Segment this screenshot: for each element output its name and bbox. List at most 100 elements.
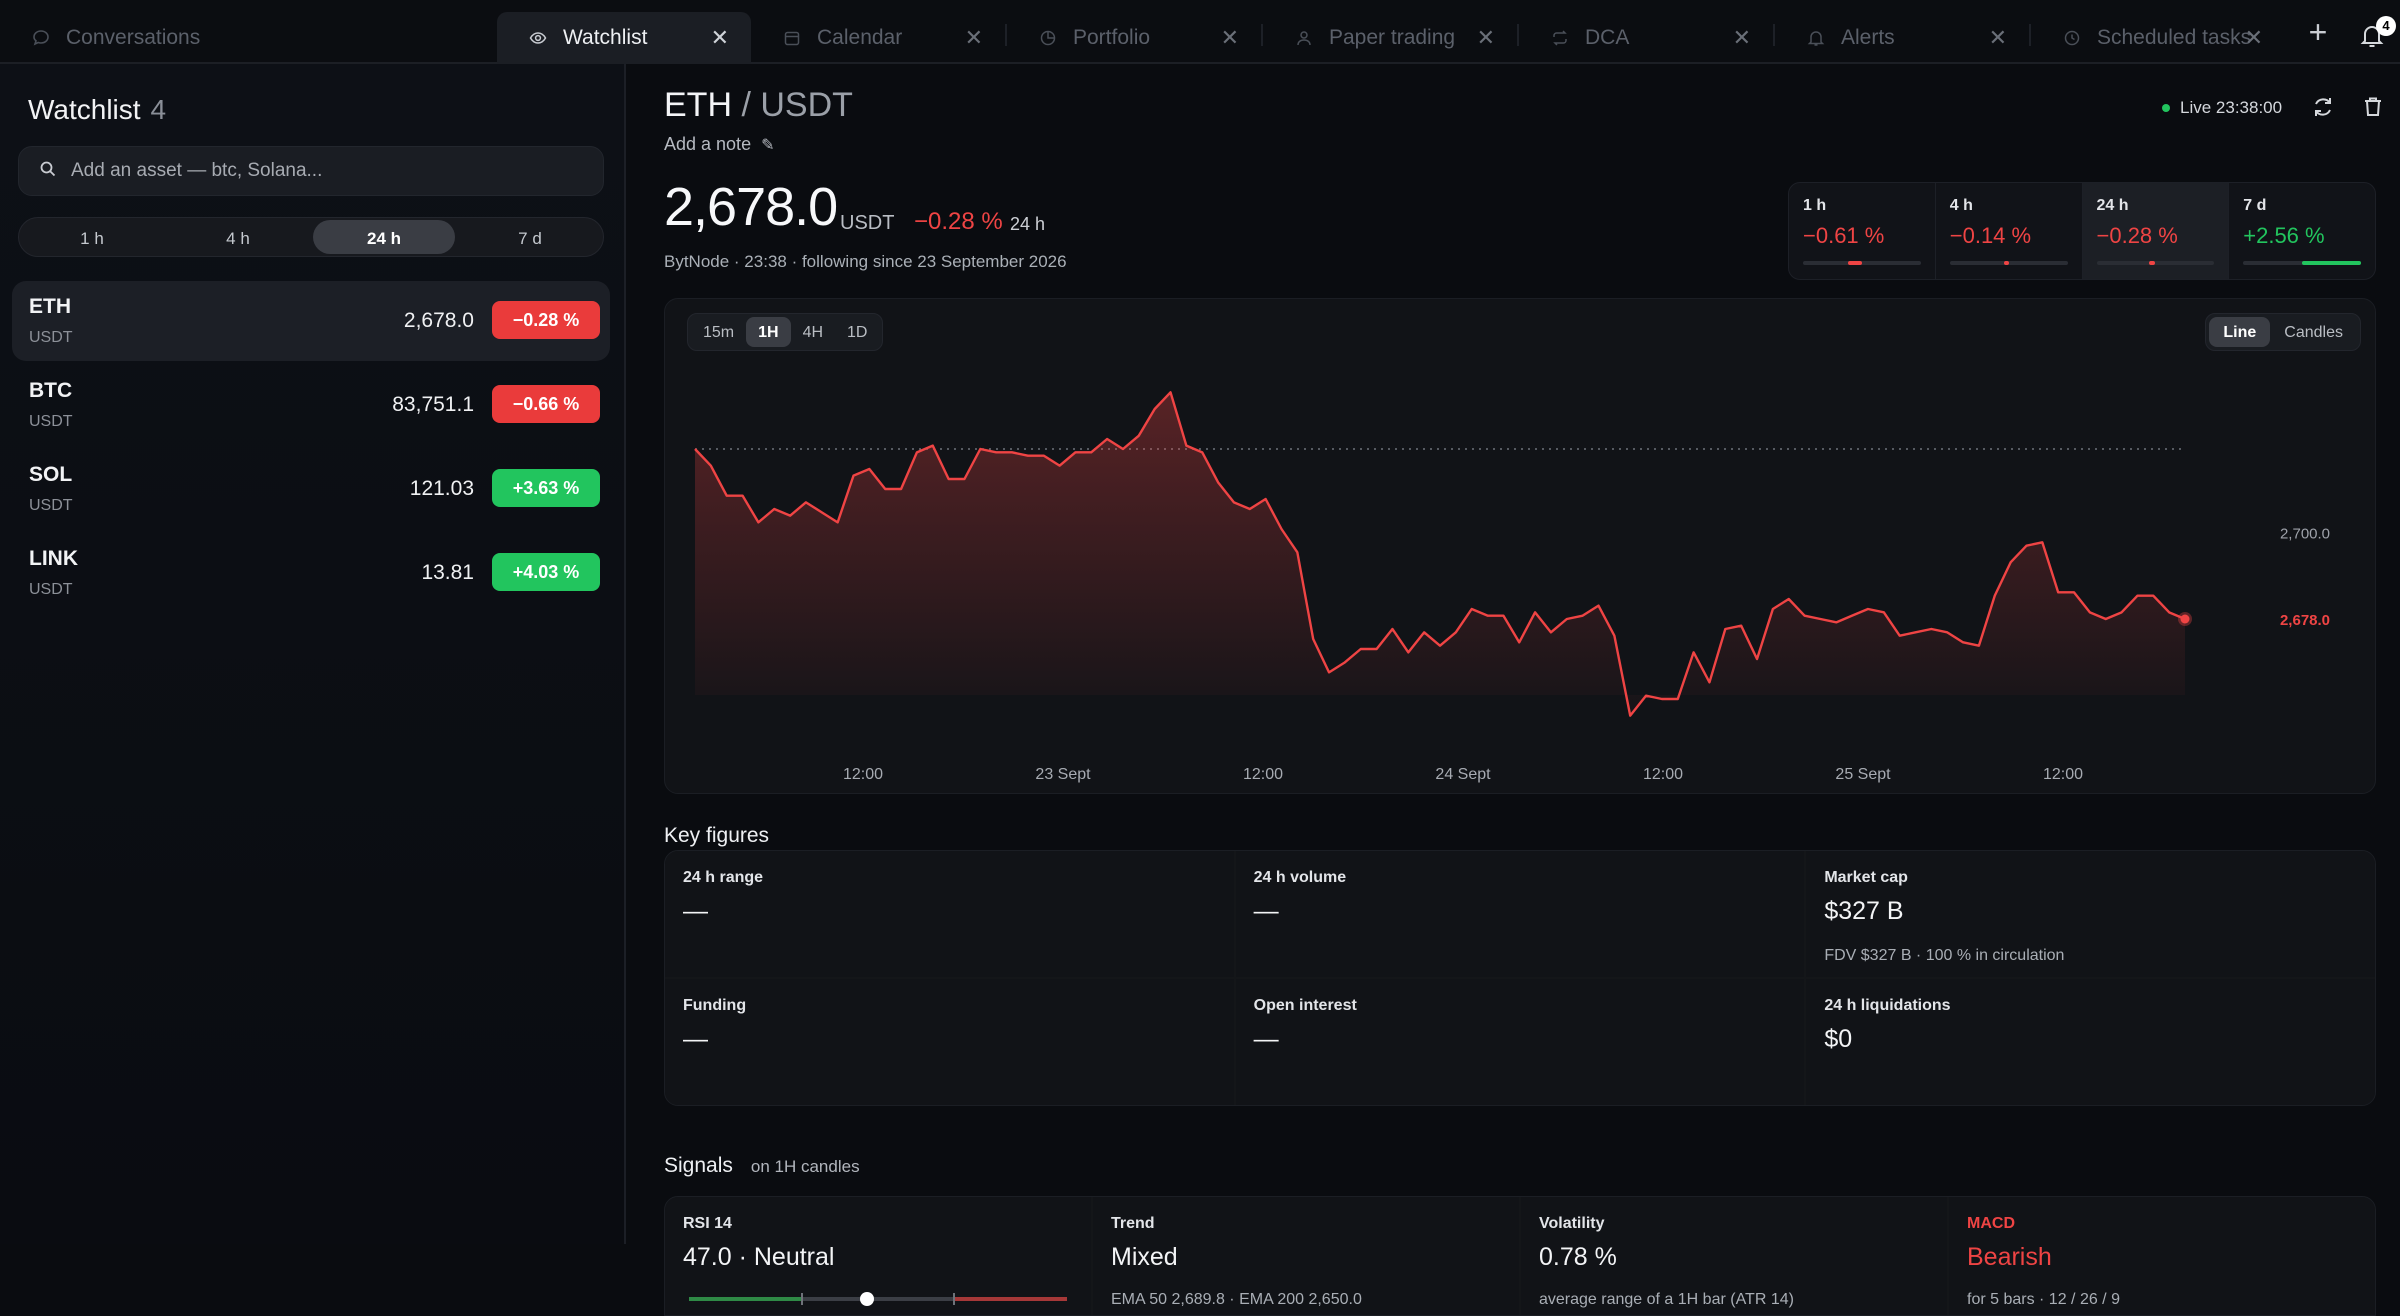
asset-quote: USDT [29,581,73,598]
key-figure-value: — [1253,1025,1279,1053]
range-7d[interactable]: 7 d [518,229,542,248]
key-figure-label: Market cap [1824,869,1908,886]
period-card-7d[interactable]: 7 d +2.56 % [2229,183,2375,279]
period-card-24h[interactable]: 24 h −0.28 % [2082,183,2230,279]
period-value: +2.56 % [2243,223,2325,248]
timeframe-1d[interactable]: 1D [847,324,868,341]
watchlist-item-sol[interactable]: SOL USDT 121.03 +3.63 % [12,449,610,529]
timeframe-1h[interactable]: 1H [746,317,791,347]
key-figure-value: — [683,1025,708,1053]
key-figure-24h-liquidations: 24 h liquidations $0 [1806,979,2375,1105]
price-quote: USDT [840,212,895,234]
pencil-icon: ✎ [761,136,775,154]
period-bar-fill [2148,261,2156,265]
key-figure-label: Open interest [1253,997,1357,1014]
signals-title-label: Signals [664,1154,733,1177]
notifications-bell-icon[interactable] [2358,22,2386,50]
period-bar [2096,261,2215,265]
tab-label: Calendar [817,26,903,49]
asset-change-badge: +4.03 % [492,553,600,591]
price-change: −0.28 % [914,208,1003,235]
watchlist-item-link[interactable]: LINK USDT 13.81 +4.03 % [12,533,610,613]
close-icon[interactable]: ✕ [1988,25,2007,50]
signal-trend: Trend Mixed EMA 50 2,689.8 · EMA 200 2,6… [1093,1197,1519,1315]
price-chart-panel: 2,700.0 2,678.0 12:00 23 Sept 12:00 24 Sept 12… [664,298,2376,794]
close-icon[interactable]: ✕ [1732,25,1751,50]
key-figure-funding: Funding — [665,979,1234,1105]
asset-search[interactable] [18,146,604,196]
asset-detail-panel: ETH / USDT Add a note ✎ Live 23:38:00 2,… [628,64,2400,1316]
calendar-icon [781,27,803,49]
watchlist-item-eth[interactable]: ETH USDT 2,678.0 −0.28 % [12,281,610,361]
asset-search-input[interactable] [69,159,589,183]
tab-scheduled-tasks[interactable]: Scheduled tasks ✕ [2031,12,2285,64]
period-bar [1803,261,1921,265]
rsi-gauge [689,1292,1067,1306]
chart-type-line[interactable]: Line [2209,317,2271,347]
timeframe-selector: 15m 1H 4H 1D [687,313,884,351]
asset-change-badge: +3.63 % [492,469,600,507]
last-price-label: 2,678.0 [2280,612,2330,629]
watchlist-sidebar: Watchlist 4 1 h 4 h 24 h 7 d ETH USDT 2,6… [0,64,626,1244]
period-card-1h[interactable]: 1 h −0.61 % [1789,183,1936,279]
key-figure-24h-range: 24 h range — [665,851,1234,977]
signal-sub: EMA 50 2,689.8 · EMA 200 2,650.0 [1111,1291,1362,1308]
range-24h[interactable]: 24 h [313,220,455,254]
bell-icon [1805,27,1827,49]
key-figure-value: — [683,897,708,925]
signal-label: Volatility [1539,1215,1605,1232]
asset-symbol: SOL [29,463,73,486]
range-selector: 1 h 4 h 24 h 7 d [18,217,604,257]
new-tab-button[interactable]: + [2308,14,2328,50]
sidebar-title: Watchlist 4 [28,94,166,126]
chart-type-selector: Line Candles [2205,313,2361,351]
key-figure-value: — [1253,897,1279,925]
key-figure-value: $327 B [1824,897,1904,925]
price-chart[interactable]: 2,700.0 2,678.0 12:00 23 Sept 12:00 24 Sept 12… [665,299,2377,795]
eye-icon [527,27,549,49]
period-change-cards: 1 h −0.61 % 4 h −0.14 % 24 h −0.28 % 7 d… [1788,182,2376,280]
tab-portfolio[interactable]: Portfolio ✕ [1007,12,1261,64]
tab-divider [1261,24,1263,46]
tab-watchlist[interactable]: Watchlist ✕ [497,12,751,64]
range-4h[interactable]: 4 h [226,229,250,248]
close-icon[interactable]: ✕ [964,25,983,50]
key-figure-market-cap: Market cap $327 B FDV $327 B · 100 % in … [1806,851,2375,977]
signal-sub: average range of a 1H bar (ATR 14) [1539,1291,1794,1308]
close-icon[interactable]: ✕ [1476,25,1495,50]
asset-symbol: ETH [29,295,71,318]
x-tick-label: 12:00 [1643,766,1683,783]
asset-quote: USDT [29,329,73,346]
range-1h[interactable]: 1 h [80,229,104,248]
refresh-icon[interactable] [2310,94,2338,122]
signal-value: 47.0 · Neutral [683,1243,835,1271]
x-tick-label: 25 Sept [1835,766,1891,783]
period-card-4h[interactable]: 4 h −0.14 % [1936,183,2083,279]
y-tick-label: 2,700.0 [2280,525,2330,542]
trash-icon[interactable] [2360,94,2388,122]
close-icon[interactable]: ✕ [1220,25,1239,50]
pair-quote: USDT [760,86,853,124]
watchlist-item-btc[interactable]: BTC USDT 83,751.1 −0.66 % [12,365,610,445]
timeframe-4h[interactable]: 4H [802,324,824,341]
tab-conversations[interactable]: Conversations [0,12,495,64]
close-icon[interactable]: ✕ [710,25,729,50]
chart-type-candles[interactable]: Candles [2284,324,2343,341]
tab-paper-trading[interactable]: Paper trading ✕ [1263,12,1517,64]
key-figure-label: Funding [683,997,747,1014]
add-note-button[interactable]: Add a note ✎ [664,134,774,155]
last-price-dot [2180,614,2190,624]
signals-title: Signals on 1H candles [664,1154,860,1178]
pie-icon [1037,27,1059,49]
key-figures-grid: 24 h range — 24 h volume — Market cap $3… [664,850,2376,1106]
tab-divider [1773,24,1775,46]
timeframe-15m[interactable]: 15m [703,324,735,341]
tab-calendar[interactable]: Calendar ✕ [751,12,1005,64]
close-icon[interactable]: ✕ [2244,25,2263,50]
period-label: 4 h [1949,197,1973,214]
signal-volatility: Volatility 0.78 % average range of a 1H … [1521,1197,1947,1315]
tab-alerts[interactable]: Alerts ✕ [1775,12,2029,64]
tab-dca[interactable]: DCA ✕ [1519,12,1773,64]
price-area [695,392,2185,716]
tab-label: Scheduled tasks [2097,26,2252,49]
